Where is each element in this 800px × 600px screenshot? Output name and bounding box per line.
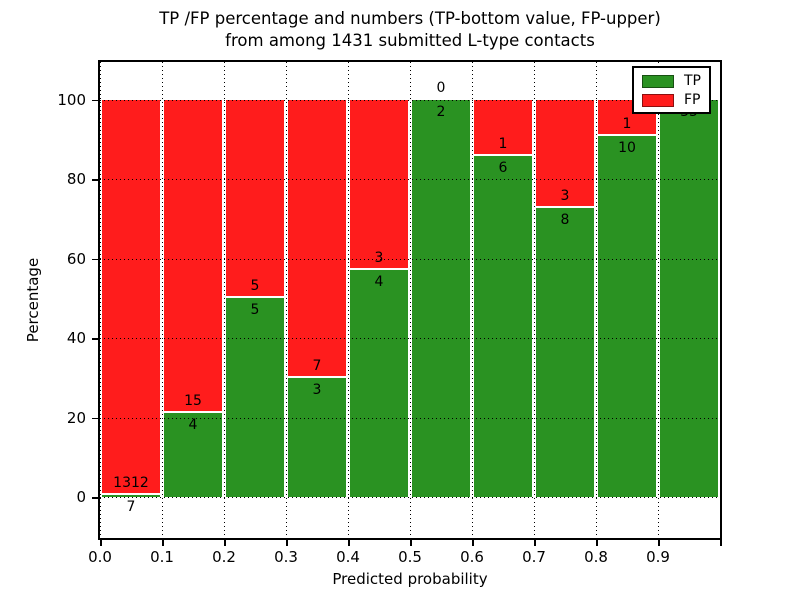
x-tickmark xyxy=(348,540,350,546)
tp-count-label: 6 xyxy=(498,160,508,177)
x-tick-label: 0.1 xyxy=(150,548,174,566)
fp-count-label: 1 xyxy=(622,115,632,132)
y-tickmark xyxy=(92,99,98,102)
y-tick-label: 100 xyxy=(57,90,86,109)
tp-bar-segment xyxy=(164,413,222,497)
tp-count-label: 10 xyxy=(618,139,636,156)
x-tick-label: 0.8 xyxy=(584,548,608,566)
vertical-gridline xyxy=(596,62,597,538)
x-tick-label: 0.3 xyxy=(274,548,298,566)
x-tick-label: 0.9 xyxy=(646,548,670,566)
vertical-gridline xyxy=(534,62,535,538)
tp-count-label: 4 xyxy=(374,273,384,290)
y-tickmark xyxy=(92,179,98,181)
fp-bar-segment xyxy=(536,99,594,208)
vertical-gridline xyxy=(348,62,349,538)
tp-swatch-icon xyxy=(642,74,674,88)
fp-count-label: 1 xyxy=(498,136,508,153)
y-tick-label: 20 xyxy=(66,408,86,427)
x-tickmark xyxy=(286,540,288,546)
fp-bar-segment xyxy=(474,99,532,157)
tp-bar-segment xyxy=(226,298,284,497)
vertical-gridline xyxy=(100,62,101,538)
vertical-gridline xyxy=(472,62,473,538)
x-tickmark xyxy=(472,540,474,546)
fp-bar-segment xyxy=(164,99,222,414)
fp-count-label: 1312 xyxy=(113,474,149,491)
x-tickmark xyxy=(410,540,412,546)
vertical-gridline xyxy=(410,62,411,538)
x-axis-label: Predicted probability xyxy=(332,570,488,588)
x-tick-label: 0.6 xyxy=(460,548,484,566)
y-tick-label: 60 xyxy=(66,249,86,268)
fp-count-label: 0 xyxy=(436,79,446,96)
y-tick-label: 80 xyxy=(66,170,86,189)
fp-count-label: 7 xyxy=(312,357,322,374)
x-tickmark xyxy=(162,540,164,546)
vertical-gridline xyxy=(658,62,659,538)
x-tickmark xyxy=(720,540,722,546)
horizontal-gridline xyxy=(100,417,720,419)
fp-count-label: 5 xyxy=(250,278,260,295)
horizontal-gridline xyxy=(100,99,720,101)
horizontal-gridline xyxy=(100,338,720,340)
horizontal-gridline xyxy=(100,497,720,498)
tp-bar-segment xyxy=(598,135,656,497)
tp-count-label: 4 xyxy=(188,417,198,434)
legend-label: FP xyxy=(684,92,701,108)
tp-bar-segment xyxy=(474,156,532,497)
fp-count-label: 3 xyxy=(374,249,384,266)
y-tickmark xyxy=(92,497,98,499)
tp-count-label: 7 xyxy=(126,498,136,515)
x-tick-label: 0.4 xyxy=(336,548,360,566)
legend-entry: TP xyxy=(642,73,701,89)
fp-bar-segment xyxy=(288,99,346,378)
x-tickmark xyxy=(596,540,598,546)
vertical-gridline xyxy=(720,62,721,538)
vertical-gridline xyxy=(162,62,163,538)
tp-bar-segment xyxy=(412,99,470,497)
x-tickmark xyxy=(534,540,536,546)
tp-count-label: 2 xyxy=(436,103,446,120)
fp-swatch-icon xyxy=(642,93,674,107)
fp-count-label: 3 xyxy=(560,187,570,204)
horizontal-gridline xyxy=(100,179,720,181)
fp-count-label: 15 xyxy=(184,393,202,410)
tp-bar-segment xyxy=(288,377,346,497)
y-tickmark xyxy=(92,338,98,340)
legend-label: TP xyxy=(684,73,701,89)
tp-count-label: 8 xyxy=(560,211,570,228)
horizontal-gridline xyxy=(100,258,720,260)
x-tick-label: 0.7 xyxy=(522,548,546,566)
x-tickmark xyxy=(224,540,226,546)
x-tick-label: 0.2 xyxy=(212,548,236,566)
fp-bar-segment xyxy=(102,99,160,495)
x-tick-label: 0.0 xyxy=(88,548,112,566)
y-tickmark xyxy=(92,258,98,261)
tp-bar-segment xyxy=(350,269,408,497)
y-tick-label: 0 xyxy=(76,488,86,506)
x-tick-label: 0.5 xyxy=(398,548,422,566)
tp-bar-segment xyxy=(102,494,160,497)
chart-title: TP /FP percentage and numbers (TP-bottom… xyxy=(100,8,720,52)
tp-bar-segment xyxy=(536,207,594,497)
tp-bar-segment xyxy=(660,99,718,497)
x-tickmark xyxy=(100,540,102,546)
legend: TP FP xyxy=(632,66,711,114)
tp-count-label: 3 xyxy=(312,381,322,398)
fp-bar-segment xyxy=(350,99,408,270)
x-tickmark xyxy=(658,540,660,546)
tp-count-label: 5 xyxy=(250,302,260,319)
vertical-gridline xyxy=(224,62,225,538)
y-tick-label: 40 xyxy=(66,329,86,348)
y-tickmark xyxy=(92,417,98,420)
legend-entry: FP xyxy=(642,92,701,108)
vertical-gridline xyxy=(286,62,287,538)
fp-bar-segment xyxy=(226,99,284,299)
chart-title-line1: TP /FP percentage and numbers (TP-bottom… xyxy=(159,9,661,28)
chart-title-line2: from among 1431 submitted L-type contact… xyxy=(225,31,595,50)
